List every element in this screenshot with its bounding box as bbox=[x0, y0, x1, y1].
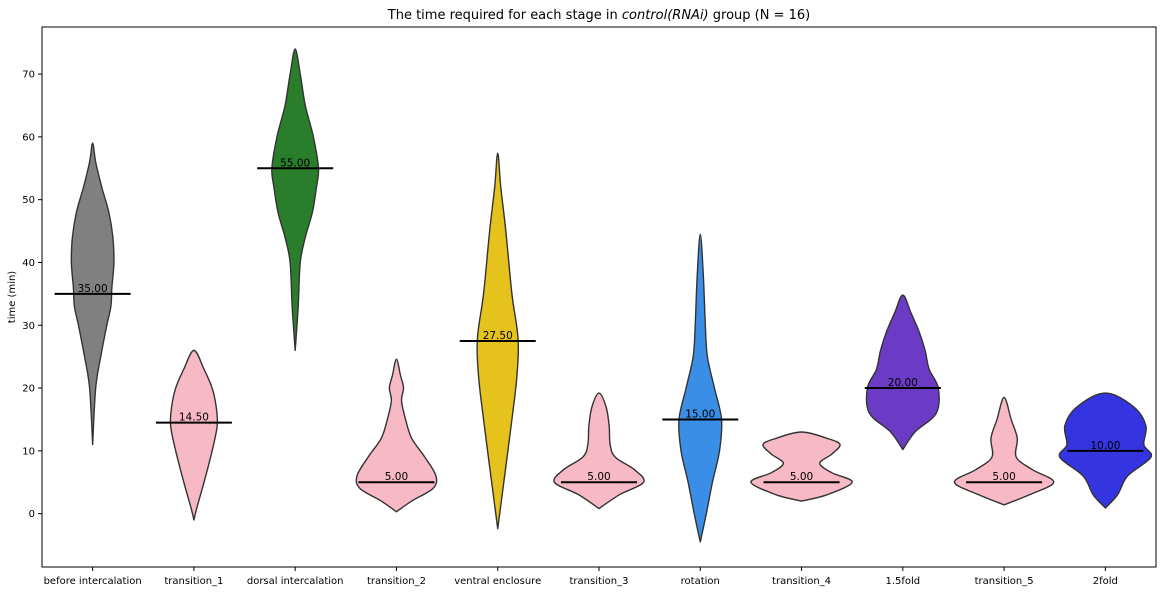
violin-3 bbox=[271, 48, 320, 352]
plot-frame bbox=[41, 26, 1157, 568]
median-label-10: 5.00 bbox=[992, 471, 1015, 483]
median-label-5: 27.50 bbox=[483, 330, 513, 342]
y-tick-label-2: 10 bbox=[22, 446, 35, 457]
y-tick-label-7: 60 bbox=[22, 132, 35, 143]
chart-title-prefix: The time required for each stage in bbox=[387, 8, 622, 23]
median-label-7: 15.00 bbox=[685, 408, 715, 420]
x-tick-label-5: ventral enclosure bbox=[454, 576, 541, 587]
y-tick-label-4: 30 bbox=[22, 321, 35, 332]
x-tick-label-6: transition_3 bbox=[569, 576, 628, 587]
y-axis-label: time (min) bbox=[7, 271, 18, 324]
violin-2 bbox=[169, 349, 219, 521]
x-tick-label-2: transition_1 bbox=[164, 576, 223, 587]
median-label-2: 14.50 bbox=[179, 412, 209, 424]
y-tick-label-8: 70 bbox=[22, 70, 35, 81]
chart-title: The time required for each stage in cont… bbox=[387, 8, 810, 23]
median-label-3: 55.00 bbox=[280, 157, 310, 169]
violin-10 bbox=[953, 396, 1055, 506]
median-label-9: 20.00 bbox=[888, 377, 918, 389]
y-tick-label-3: 20 bbox=[22, 384, 35, 395]
x-tick-label-10: transition_5 bbox=[975, 576, 1034, 587]
y-axis-ticks: 0 10 20 30 40 50 60 70 bbox=[22, 70, 42, 520]
x-tick-label-4: transition_2 bbox=[367, 576, 426, 587]
chart-title-suffix: group (N = 16) bbox=[709, 8, 811, 23]
x-tick-label-9: 1.5fold bbox=[885, 576, 920, 587]
violin-6 bbox=[553, 392, 645, 510]
violin-8 bbox=[750, 431, 853, 502]
median-label-8: 5.00 bbox=[790, 471, 813, 483]
x-axis-ticks: before intercalation transition_1 dorsal i… bbox=[44, 567, 1118, 587]
violin-9 bbox=[865, 294, 940, 451]
y-tick-label-1: 0 bbox=[29, 509, 35, 520]
violins-layer bbox=[70, 48, 1153, 543]
median-label-1: 35.00 bbox=[78, 283, 108, 295]
chart-title-italic: control(RNAi) bbox=[622, 8, 709, 23]
y-tick-label-5: 40 bbox=[22, 258, 35, 269]
violin-4 bbox=[355, 358, 438, 513]
x-tick-label-1: before intercalation bbox=[44, 576, 142, 587]
medians-layer: 35.00 14.50 55.00 5.00 27.50 5.00 15.00 5.00 20.… bbox=[54, 157, 1144, 484]
median-label-11: 10.00 bbox=[1090, 440, 1120, 452]
median-label-6: 5.00 bbox=[587, 471, 610, 483]
violin-7 bbox=[678, 233, 723, 543]
y-tick-label-6: 50 bbox=[22, 195, 35, 206]
x-tick-label-3: dorsal intercalation bbox=[247, 576, 344, 587]
x-tick-label-11: 2fold bbox=[1093, 576, 1118, 587]
median-label-4: 5.00 bbox=[385, 471, 408, 483]
x-tick-label-7: rotation bbox=[681, 576, 720, 587]
x-tick-label-8: transition_4 bbox=[772, 576, 831, 587]
